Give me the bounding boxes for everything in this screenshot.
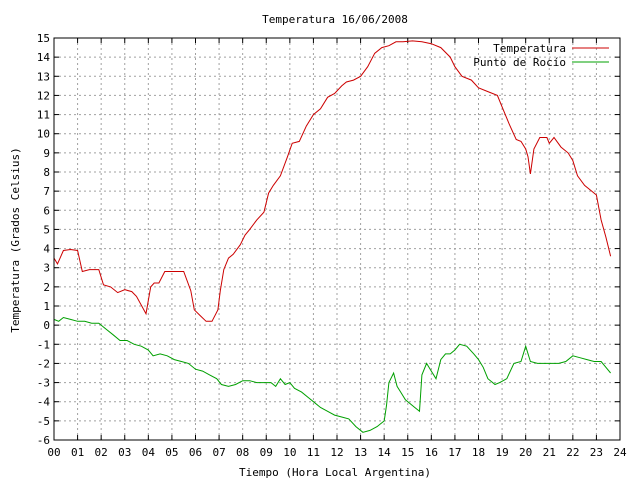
- x-tick-label: 12: [330, 446, 343, 459]
- y-tick-label: 2: [43, 281, 50, 294]
- y-tick-label: 9: [43, 147, 50, 160]
- x-tick-label: 21: [543, 446, 556, 459]
- y-tick-label: -2: [37, 357, 50, 370]
- x-tick-label: 08: [236, 446, 249, 459]
- y-tick-label: 13: [37, 70, 50, 83]
- y-tick-label: -6: [37, 434, 50, 447]
- x-tick-label: 24: [613, 446, 627, 459]
- y-tick-label: 7: [43, 185, 50, 198]
- x-tick-label: 03: [118, 446, 131, 459]
- x-tick-label: 16: [425, 446, 438, 459]
- y-tick-label: 4: [43, 243, 50, 256]
- grid: [54, 38, 620, 440]
- x-axis-ticks: 00 01 02 03 04 05 06 07 08 09 10 11 12 13 14 15 16 17 18 19…: [47, 38, 627, 459]
- y-axis-label: Temperatura (Grados Celsius): [9, 147, 22, 332]
- series-line-punto-de-rocio: [53, 316, 611, 433]
- y-tick-label: 5: [43, 223, 50, 236]
- x-tick-label: 18: [472, 446, 485, 459]
- x-tick-label: 14: [378, 446, 392, 459]
- x-tick-label: 17: [448, 446, 461, 459]
- y-tick-label: 0: [43, 319, 50, 332]
- x-tick-label: 06: [189, 446, 202, 459]
- legend-label-temperatura: Temperatura: [493, 42, 566, 55]
- x-tick-label: 09: [260, 446, 273, 459]
- y-tick-label: 6: [43, 204, 50, 217]
- y-tick-label: 11: [37, 109, 50, 122]
- y-tick-label: 14: [37, 51, 51, 64]
- x-tick-label: 11: [307, 446, 320, 459]
- x-tick-label: 07: [212, 446, 225, 459]
- x-tick-label: 19: [495, 446, 508, 459]
- y-tick-label: 1: [43, 300, 50, 313]
- x-tick-label: 23: [590, 446, 603, 459]
- chart-title: Temperatura 16/06/2008: [262, 13, 408, 26]
- y-tick-label: 3: [43, 262, 50, 275]
- y-tick-label: 8: [43, 166, 50, 179]
- x-tick-label: 13: [354, 446, 367, 459]
- y-tick-label: -3: [37, 377, 50, 390]
- series-line-temperatura: [53, 40, 612, 322]
- x-tick-label: 00: [47, 446, 60, 459]
- legend-label-punto-de-rocio: Punto de Rocío: [473, 56, 566, 69]
- x-axis-label: Tiempo (Hora Local Argentina): [239, 466, 431, 479]
- series-lines: [53, 40, 612, 433]
- y-tick-label: 10: [37, 128, 50, 141]
- x-tick-label: 01: [71, 446, 84, 459]
- x-tick-label: 04: [142, 446, 156, 459]
- y-tick-label: 12: [37, 89, 50, 102]
- legend: Temperatura Punto de Rocío: [473, 42, 609, 69]
- x-tick-label: 20: [519, 446, 532, 459]
- x-tick-label: 02: [95, 446, 108, 459]
- x-tick-label: 10: [283, 446, 296, 459]
- y-tick-label: -4: [37, 396, 51, 409]
- plot-area-frame: [53, 37, 621, 441]
- x-tick-label: 05: [165, 446, 178, 459]
- x-tick-label: 22: [566, 446, 579, 459]
- x-tick-label: 15: [401, 446, 414, 459]
- y-tick-label: -5: [37, 415, 50, 428]
- y-tick-label: -1: [37, 338, 50, 351]
- y-tick-label: 15: [37, 32, 50, 45]
